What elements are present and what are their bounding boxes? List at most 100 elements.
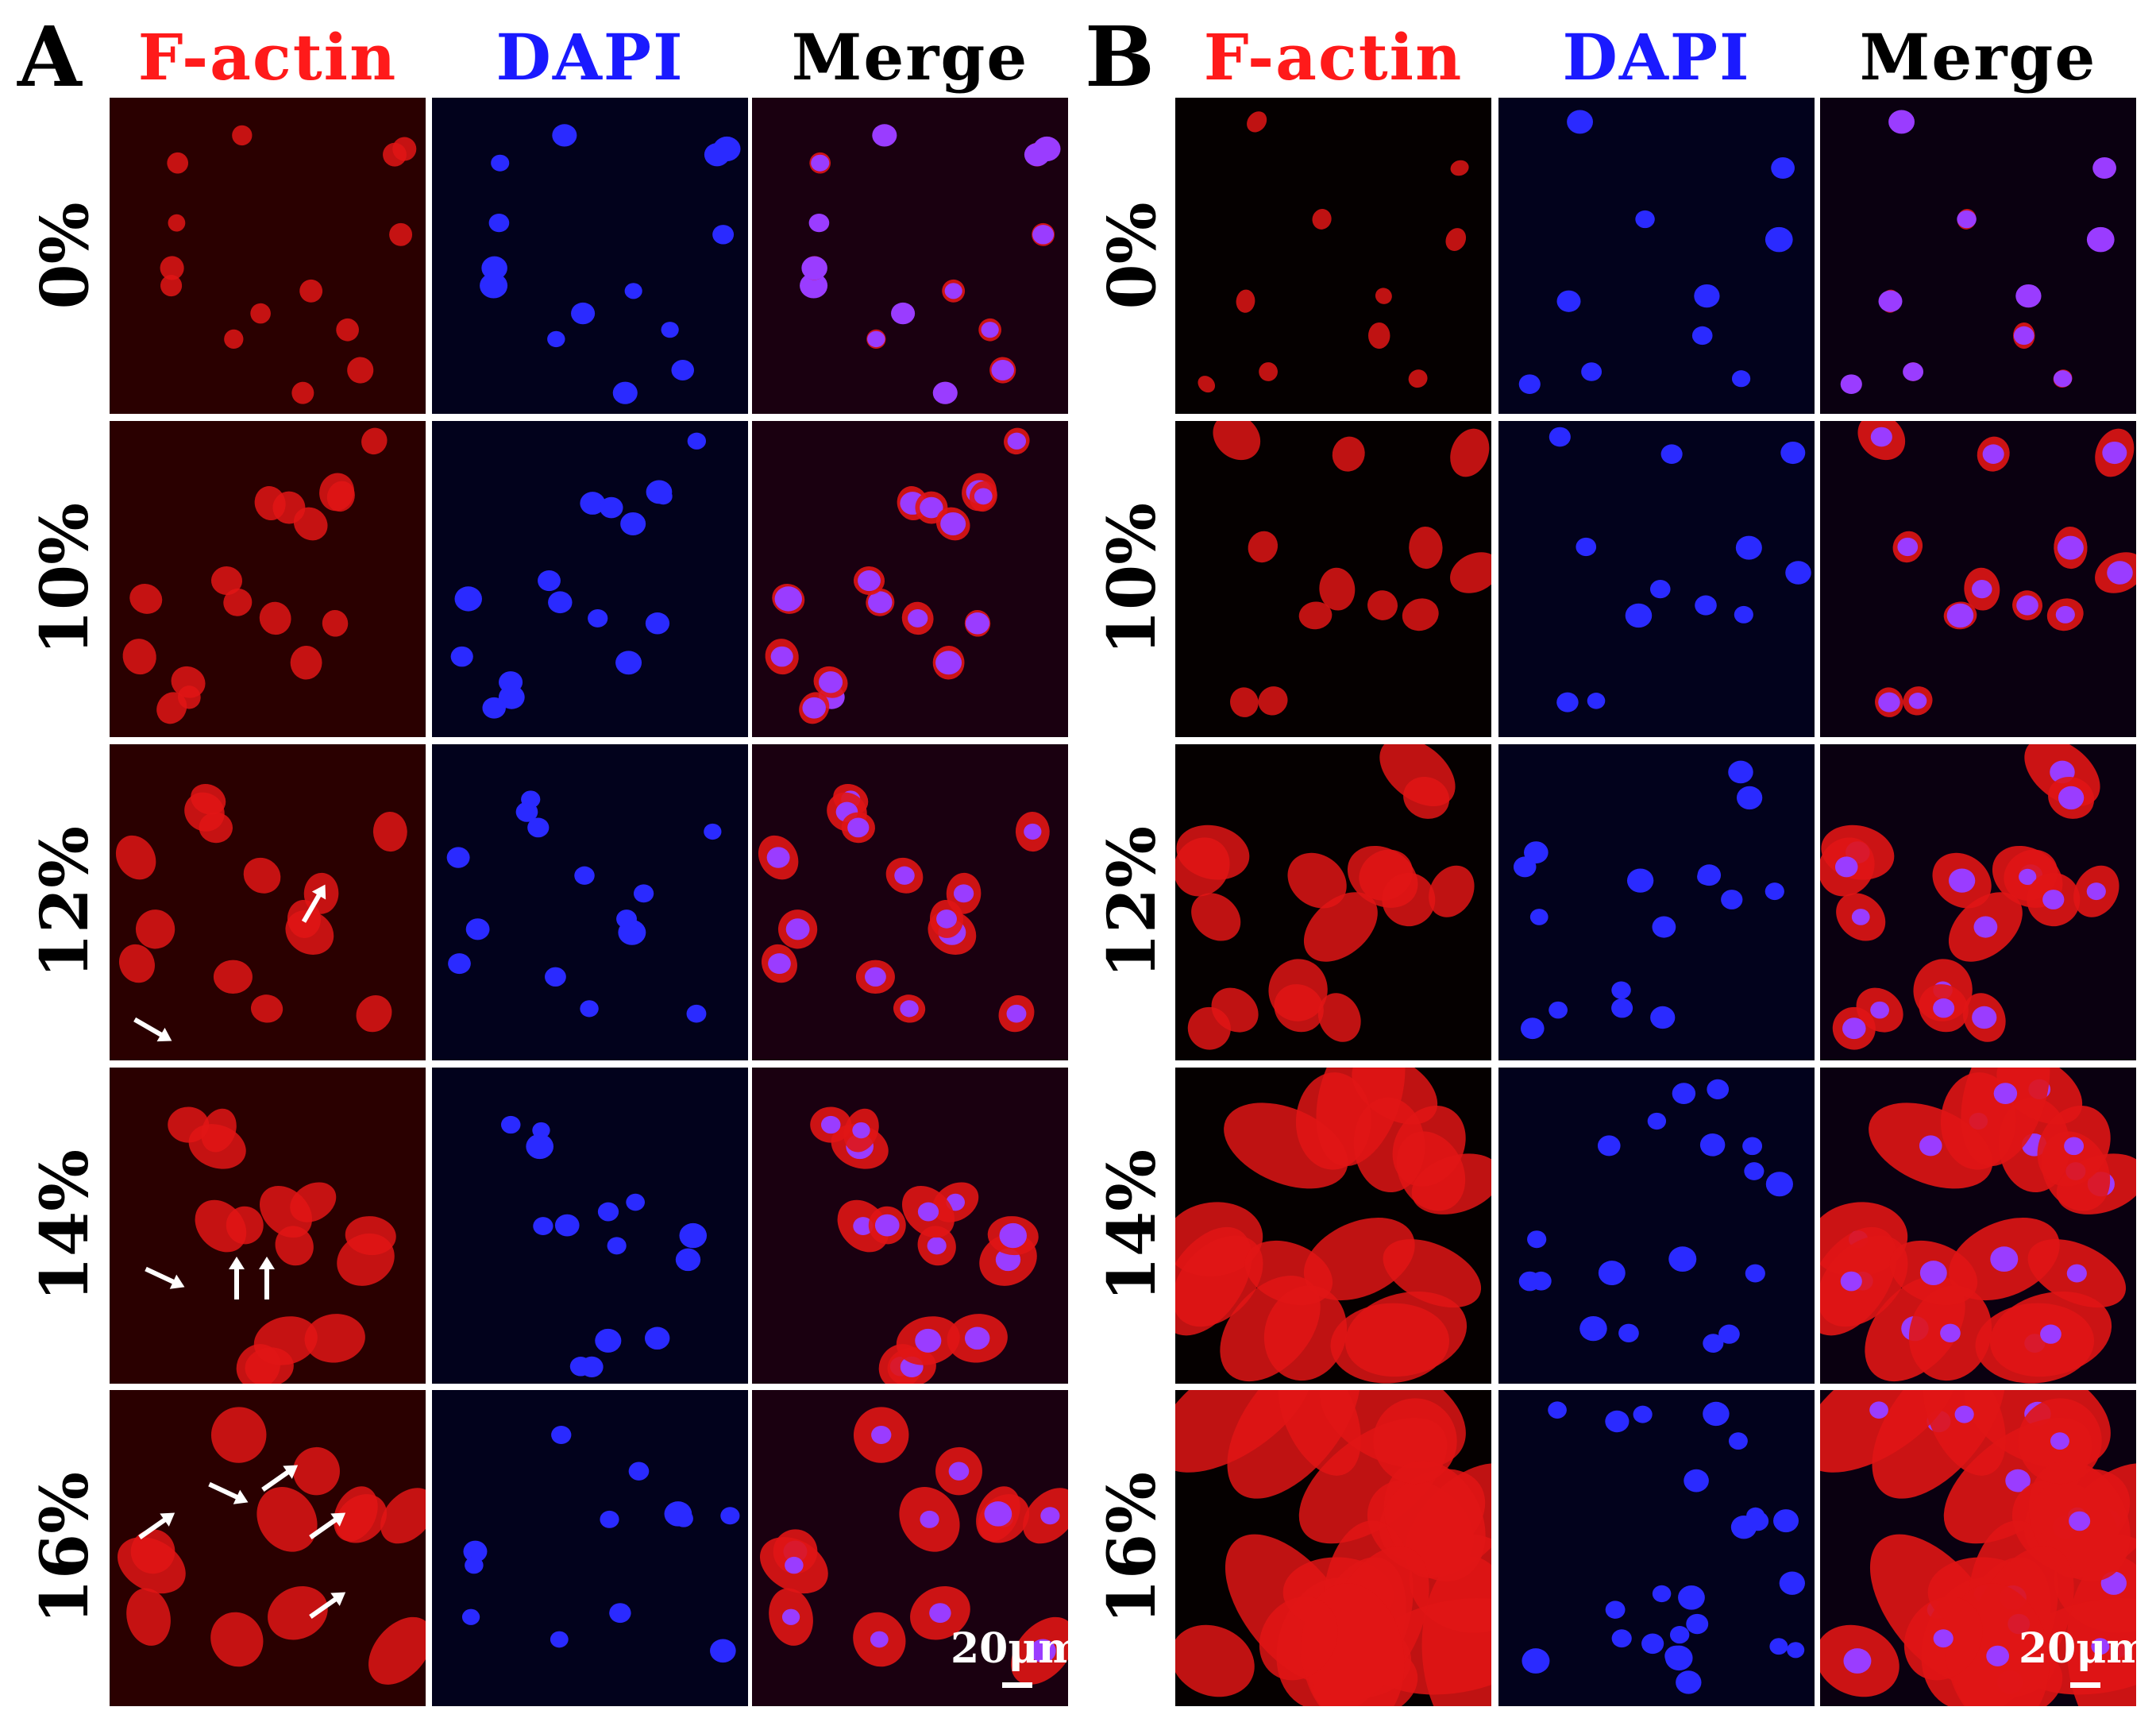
cell-nucleus	[1611, 998, 1633, 1018]
cell-nucleus	[1694, 284, 1720, 308]
scale-bar	[2070, 1682, 2100, 1688]
cell-cytoskeleton	[1332, 436, 1365, 472]
cell-nucleus	[867, 330, 885, 348]
cell-nucleus	[580, 1356, 604, 1377]
cell-nucleus	[2050, 1432, 2069, 1450]
cell-nucleus	[1686, 1613, 1709, 1635]
row-label-16pct-a: 16%	[17, 1390, 113, 1706]
cell-nucleus	[1728, 1432, 1748, 1450]
cell-cytoskeleton	[1316, 1068, 1406, 1167]
cell-nucleus	[1697, 868, 1715, 885]
arrow-icon	[301, 884, 326, 923]
cell-nucleus	[1703, 1401, 1730, 1427]
cell-cytoskeleton	[291, 381, 314, 404]
micrograph-f-actin-10pct-a	[110, 421, 426, 737]
cell-nucleus	[1641, 1633, 1664, 1655]
micrograph-merge-0pct-b	[1820, 98, 2136, 414]
cell-nucleus	[2107, 561, 2133, 585]
micrograph-merge-16pct-a	[752, 1390, 1068, 1706]
cell-nucleus	[927, 1237, 947, 1255]
cell-nucleus	[607, 1237, 627, 1255]
cell-nucleus	[920, 496, 943, 519]
cell-nucleus	[600, 1510, 619, 1528]
cell-nucleus	[1954, 1405, 1974, 1423]
cell-nucleus	[1878, 290, 1903, 312]
cell-nucleus	[1635, 210, 1655, 229]
cell-cytoskeleton	[1287, 852, 1347, 909]
micrograph-dapi-10pct-a	[432, 421, 748, 737]
cell-nucleus	[491, 154, 510, 172]
cell-nucleus	[1040, 1507, 1060, 1525]
cell-nucleus	[532, 1122, 550, 1139]
row-label-text: 10%	[27, 502, 103, 656]
cell-nucleus	[551, 1425, 572, 1444]
column-header-f-actin-a: F-actin	[137, 20, 398, 95]
row-label-text: 12%	[1094, 825, 1171, 979]
cell-cytoskeleton	[115, 835, 156, 880]
cell-cytoskeleton	[167, 152, 189, 174]
cell-nucleus	[527, 817, 550, 838]
cell-nucleus	[1973, 916, 1998, 938]
cell-nucleus	[1556, 290, 1581, 312]
cell-nucleus	[1870, 1001, 1889, 1019]
cell-cytoskeleton	[1382, 872, 1436, 927]
cell-nucleus	[1728, 760, 1753, 784]
cell-nucleus	[1745, 1264, 1765, 1283]
cell-cytoskeleton	[160, 275, 183, 297]
cell-nucleus	[929, 1603, 951, 1624]
cell-nucleus	[1024, 823, 1042, 840]
cell-nucleus	[710, 1639, 736, 1663]
cell-nucleus	[2058, 786, 2085, 810]
cell-nucleus	[1888, 110, 1915, 134]
cell-nucleus	[1718, 1324, 1740, 1344]
cell-nucleus	[1940, 1323, 1961, 1342]
cell-nucleus	[766, 847, 790, 868]
cell-nucleus	[853, 1217, 874, 1236]
row-label-16pct-b: 16%	[1085, 1390, 1180, 1706]
cell-nucleus	[868, 591, 893, 614]
cell-cytoskeleton	[1274, 984, 1324, 1033]
cell-nucleus	[940, 512, 966, 536]
cell-nucleus	[1678, 1585, 1705, 1610]
cell-nucleus	[499, 671, 523, 693]
cell-nucleus	[1618, 1323, 1639, 1342]
cell-nucleus	[2040, 1324, 2062, 1344]
cell-nucleus	[454, 586, 482, 612]
cell-cytoskeleton	[380, 1488, 426, 1544]
micrograph-dapi-12pct-b	[1498, 744, 1815, 1060]
cell-cytoskeleton	[1319, 567, 1356, 611]
cell-nucleus	[871, 1425, 892, 1444]
cell-nucleus	[2066, 1264, 2087, 1283]
cell-nucleus	[538, 570, 561, 592]
cell-cytoskeleton	[253, 1316, 318, 1365]
micrograph-f-actin-16pct-a	[110, 1390, 426, 1706]
cell-nucleus	[1672, 1083, 1696, 1105]
cell-nucleus	[1033, 136, 1061, 162]
cell-nucleus	[915, 1328, 942, 1353]
row-label-12pct-a: 12%	[17, 744, 113, 1060]
cell-nucleus	[704, 823, 722, 840]
cell-nucleus	[800, 272, 828, 299]
cell-nucleus	[1878, 692, 1900, 712]
cell-nucleus	[1986, 1645, 2009, 1666]
cell-nucleus	[1556, 692, 1579, 712]
micrograph-f-actin-0pct-b	[1175, 98, 1491, 414]
cell-cytoskeleton	[259, 601, 291, 635]
cell-cytoskeleton	[299, 279, 323, 303]
cell-nucleus	[991, 360, 1014, 380]
cell-cytoskeleton	[1259, 362, 1278, 381]
cell-nucleus	[984, 1501, 1012, 1527]
cell-nucleus	[872, 124, 897, 147]
cell-cytoskeleton	[1244, 1240, 1333, 1306]
cell-nucleus	[1647, 1112, 1667, 1130]
cell-nucleus	[1605, 1601, 1626, 1619]
cell-nucleus	[1785, 561, 1811, 585]
cell-nucleus	[936, 909, 957, 929]
cell-nucleus	[1765, 882, 1784, 901]
cell-nucleus	[1747, 1511, 1769, 1531]
micrograph-f-actin-14pct-b	[1175, 1068, 1491, 1384]
cell-nucleus	[533, 1217, 553, 1236]
cell-nucleus	[2053, 370, 2073, 388]
row-label-text: 16%	[1094, 1471, 1171, 1625]
cell-cytoskeleton	[1191, 893, 1241, 941]
